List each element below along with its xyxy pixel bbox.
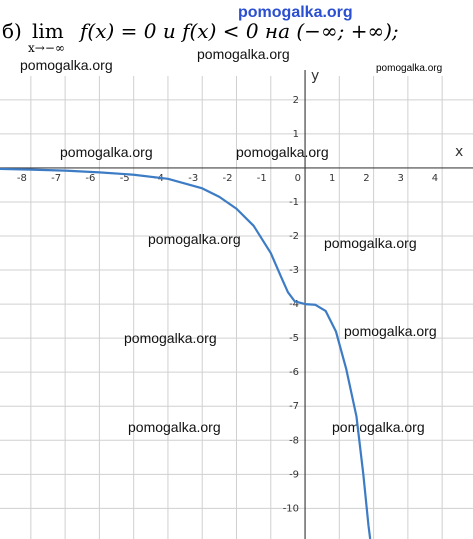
watermark: pomogalka.org xyxy=(197,46,290,62)
watermark: pomogalka.org xyxy=(376,63,442,74)
y-tick-label: 2 xyxy=(293,95,299,106)
watermark: pomogalka.org xyxy=(60,144,153,160)
watermark: pomogalka.org xyxy=(148,231,241,247)
y-tick-label: -10 xyxy=(283,503,299,514)
watermark: pomogalka.org xyxy=(324,235,417,251)
y-tick-label: -8 xyxy=(289,435,299,446)
y-tick-label: -7 xyxy=(289,401,299,412)
y-tick-label: -9 xyxy=(289,469,299,480)
watermark: pomogalka.org xyxy=(332,419,425,435)
heading-rest: f(x) = 0 и f(x) < 0 на (−∞; +∞); xyxy=(78,19,399,43)
heading-lim-sub: x→−∞ xyxy=(28,41,65,55)
x-tick-label: 1 xyxy=(329,173,335,184)
y-tick-label: 1 xyxy=(293,129,299,140)
watermark: pomogalka.org xyxy=(20,57,113,73)
heading-lim: lim xyxy=(32,19,64,43)
y-tick-label: -2 xyxy=(289,231,299,242)
x-tick-label: 3 xyxy=(398,173,404,184)
x-tick-label: -8 xyxy=(17,173,27,184)
watermark: pomogalka.org xyxy=(128,419,221,435)
x-tick-label: 0 xyxy=(295,173,301,184)
grid: -8 -7 -6 -5 -4 -3 -2 -1 0 1 2 3 421-1-2-3-4-5-6-7-8-… xyxy=(0,68,473,539)
y-tick-label: -6 xyxy=(289,367,299,378)
x-tick-label: -6 xyxy=(85,173,95,184)
x-tick-label: 4 xyxy=(432,173,438,184)
y-axis-label: y xyxy=(311,68,319,84)
watermark: pomogalka.org xyxy=(344,323,437,339)
x-tick-label: 2 xyxy=(363,173,369,184)
curve xyxy=(0,167,372,539)
y-tick-label: -5 xyxy=(289,333,299,344)
y-tick-label: -3 xyxy=(289,265,299,276)
heading-label: б) xyxy=(2,19,22,43)
x-tick-label: -5 xyxy=(120,173,130,184)
x-tick-label: -3 xyxy=(188,173,198,184)
watermark: pomogalka.org xyxy=(236,144,329,160)
watermark: pomogalka.org xyxy=(124,330,217,346)
y-tick-label: -1 xyxy=(289,197,299,208)
x-axis-label: x xyxy=(455,144,463,160)
x-tick-label: -7 xyxy=(51,173,61,184)
x-tick-label: -2 xyxy=(223,173,233,184)
watermark: pomogalka.org xyxy=(238,4,353,21)
x-tick-label: -1 xyxy=(257,173,267,184)
y-tick-label: -4 xyxy=(289,299,299,310)
